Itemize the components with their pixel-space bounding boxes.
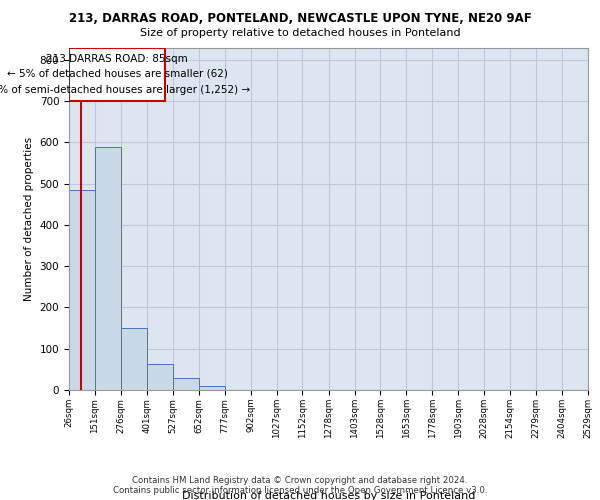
Text: Size of property relative to detached houses in Ponteland: Size of property relative to detached ho… (140, 28, 460, 38)
Text: 95% of semi-detached houses are larger (1,252) →: 95% of semi-detached houses are larger (… (0, 85, 250, 95)
Bar (69, 48, 165, 101)
Y-axis label: Number of detached properties: Number of detached properties (24, 136, 34, 301)
Bar (147, 364, 173, 390)
Text: 213 DARRAS ROAD: 85sqm: 213 DARRAS ROAD: 85sqm (46, 54, 188, 64)
Text: 213, DARRAS ROAD, PONTELAND, NEWCASTLE UPON TYNE, NE20 9AF: 213, DARRAS ROAD, PONTELAND, NEWCASTLE U… (68, 12, 532, 26)
Bar (95, 146, 121, 390)
Bar (121, 328, 147, 390)
Text: ← 5% of detached houses are smaller (62): ← 5% of detached houses are smaller (62) (7, 69, 227, 79)
Bar (199, 386, 224, 390)
X-axis label: Distribution of detached houses by size in Ponteland: Distribution of detached houses by size … (182, 491, 475, 500)
Bar (69, 190, 95, 390)
Text: Contains HM Land Registry data © Crown copyright and database right 2024.
Contai: Contains HM Land Registry data © Crown c… (113, 476, 487, 495)
Bar (173, 378, 199, 390)
